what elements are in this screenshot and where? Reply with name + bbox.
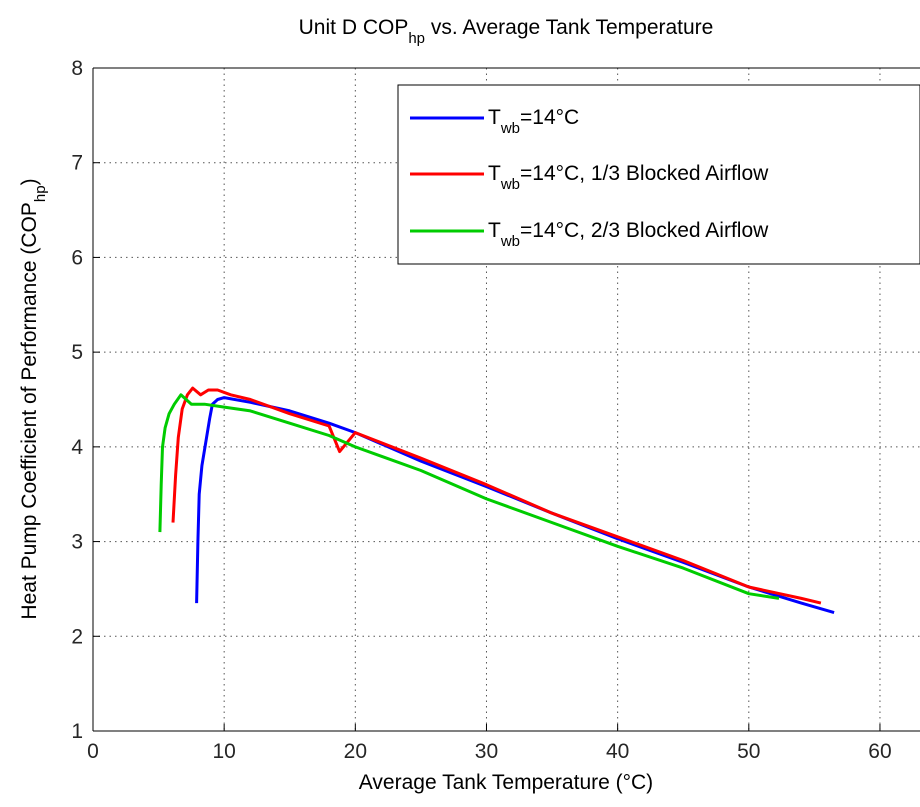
y-tick-label: 3 xyxy=(71,531,83,554)
x-tick-label: 30 xyxy=(475,740,498,763)
x-tick-label: 0 xyxy=(87,740,99,763)
axes xyxy=(92,67,920,732)
x-tick-label: 50 xyxy=(737,740,760,763)
legend-entry: Twb=14°C xyxy=(410,106,579,137)
chart-title-subscript: hp xyxy=(408,30,425,47)
y-tick-labels: 1 2 3 4 5 6 7 8 xyxy=(71,57,83,743)
x-axis-label: Average Tank Temperature (°C) xyxy=(359,771,653,794)
series-line-3 xyxy=(158,393,780,600)
legend-label: Twb=14°C, 2/3 Blocked Airflow xyxy=(488,219,769,250)
series-line-1 xyxy=(195,396,835,615)
y-tick-label: 8 xyxy=(71,57,83,80)
chart-title: Unit D COPhp vs. Average Tank Temperatur… xyxy=(299,16,714,47)
x-tick-label: 10 xyxy=(212,740,235,763)
y-axis-label-subscript: hp xyxy=(32,185,49,202)
y-tick-label: 5 xyxy=(71,341,83,364)
legend-entry: Twb=14°C, 1/3 Blocked Airflow xyxy=(410,162,769,193)
y-tick-label: 2 xyxy=(71,625,83,648)
legend-label: Twb=14°C xyxy=(488,106,579,137)
x-tick-label: 20 xyxy=(344,740,367,763)
x-tick-labels: 0 10 20 30 40 50 60 xyxy=(87,740,891,763)
legend: Twb=14°C Twb=14°C, 1/3 Blocked Airflow T… xyxy=(397,84,920,265)
y-axis-label: Heat Pump Coefficient of Performance (CO… xyxy=(18,178,49,619)
y-tick-label: 6 xyxy=(71,246,83,269)
legend-entry: Twb=14°C, 2/3 Blocked Airflow xyxy=(410,219,769,250)
legend-label: Twb=14°C, 1/3 Blocked Airflow xyxy=(488,162,769,193)
x-tick-label: 40 xyxy=(606,740,629,763)
y-tick-label: 1 xyxy=(71,720,83,743)
y-tick-label: 4 xyxy=(71,436,83,459)
series-lines xyxy=(158,386,835,615)
y-tick-label: 7 xyxy=(71,152,83,175)
legend-box xyxy=(397,84,920,265)
x-tick-label: 60 xyxy=(868,740,891,763)
